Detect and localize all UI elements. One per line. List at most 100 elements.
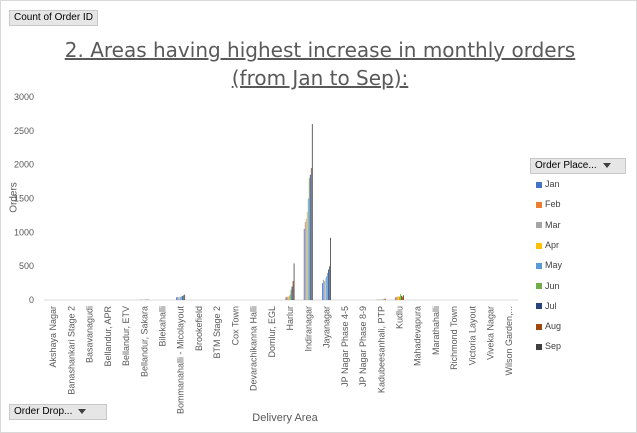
- legend-swatch: [536, 303, 542, 310]
- category-label: Devarachikanna Halli: [249, 306, 259, 391]
- order-drop-button[interactable]: Order Drop...: [9, 404, 107, 420]
- legend-label: Feb: [545, 199, 561, 210]
- legend-label: Apr: [545, 239, 560, 250]
- y-tick-label: 2000: [14, 160, 34, 170]
- bar-aug: [183, 295, 185, 300]
- category-label: Bilekahalli: [158, 306, 168, 347]
- legend-filter-button[interactable]: Order Place...: [530, 158, 626, 174]
- y-tick-label: 1000: [14, 227, 34, 237]
- y-tick-label: 2500: [14, 126, 34, 136]
- category-label: Viveka Nagar: [486, 306, 496, 360]
- bar-may: [289, 294, 291, 300]
- bar-sep: [184, 294, 186, 300]
- bar-jun: [381, 299, 383, 300]
- bar-jan: [303, 228, 305, 300]
- category-label: Brookefield: [194, 306, 204, 351]
- bar-apr: [288, 295, 290, 300]
- y-tick-label: 500: [19, 261, 34, 271]
- bar-mar: [287, 296, 289, 300]
- bar-jul: [182, 295, 184, 300]
- legend-item: Sep: [536, 340, 561, 352]
- category-label: BTM Stage 2: [212, 306, 222, 359]
- legend-swatch: [536, 222, 542, 229]
- y-tick-label: 0: [29, 295, 34, 305]
- bar-sep: [293, 263, 295, 300]
- bar-feb: [395, 296, 397, 300]
- bar-jul: [328, 269, 329, 300]
- bar-feb: [304, 222, 306, 300]
- count-of-order-id-label: Count of Order ID: [14, 12, 93, 23]
- legend-label: Aug: [545, 321, 562, 332]
- bar-jul: [309, 174, 311, 300]
- bar-apr: [306, 212, 308, 300]
- category-label: Domlur, EGL: [267, 306, 277, 358]
- legend-label: Jan: [545, 179, 560, 189]
- bar-aug: [402, 296, 403, 300]
- category-label: JP Nagar Phase 4-5: [340, 306, 350, 387]
- legend-filter-label: Order Place...: [535, 160, 597, 171]
- category-label: Bellandur, ETV: [121, 306, 131, 366]
- chevron-down-icon: [602, 162, 611, 168]
- category-label: Kadubeesanhali, PTP: [376, 306, 386, 393]
- category-label: Banashankari Stage 2: [66, 306, 76, 395]
- legend-item: Jan: [536, 178, 560, 190]
- bar-aug: [292, 281, 294, 300]
- bar-may: [326, 276, 327, 300]
- y-tick-label: 1500: [14, 194, 34, 204]
- legend-label: May: [545, 260, 563, 271]
- category-label: Richmond Town: [449, 306, 459, 370]
- bar-apr: [397, 296, 399, 300]
- legend-label: Sep: [545, 341, 562, 352]
- bar-may: [307, 198, 309, 300]
- category-label: Bellandur, APR: [103, 306, 113, 367]
- bar-feb: [323, 279, 324, 300]
- legend: Order Place... Jan Feb Mar Apr May Jun Jul Aug S…: [530, 158, 626, 351]
- bar-sep: [384, 298, 386, 300]
- order-drop-label: Order Drop...: [14, 406, 73, 417]
- category-label: Indiranagar: [303, 306, 313, 352]
- category-label: Marathahalli: [431, 306, 441, 355]
- legend-swatch: [536, 201, 542, 208]
- bar-jan: [176, 297, 177, 300]
- legend-label: Jul: [545, 300, 557, 311]
- category-label: Cox Town: [230, 306, 240, 345]
- chart-title: 2. Areas having highest increase in mont…: [64, 38, 576, 90]
- category-label: Victoria Layout: [467, 306, 477, 366]
- legend-item: Apr: [536, 239, 559, 251]
- legend-item: Mar: [536, 219, 561, 231]
- legend-label: Jun: [545, 280, 560, 291]
- category-label: Harlur: [285, 306, 295, 331]
- legend-swatch: [536, 242, 542, 249]
- legend-swatch: [536, 344, 542, 351]
- category-label: Akshaya Nagar: [48, 306, 58, 368]
- bar-jun: [327, 272, 328, 300]
- bar-jun: [290, 289, 292, 300]
- count-of-order-id-button[interactable]: Count of Order ID: [9, 10, 98, 26]
- bar-sep: [403, 295, 404, 300]
- bar-jun: [400, 293, 401, 300]
- bar-mar: [324, 281, 325, 300]
- legend-swatch: [536, 323, 542, 330]
- category-label: Kudlu: [395, 306, 405, 329]
- x-axis-label: Delivery Area: [252, 412, 318, 424]
- category-label: Jayanagar: [322, 306, 332, 348]
- bar-aug: [383, 299, 385, 300]
- bar-jul: [401, 295, 402, 300]
- bar-feb: [286, 296, 288, 300]
- legend-item: Jul: [536, 300, 557, 312]
- legend-swatch: [536, 181, 542, 188]
- bar-jan: [394, 297, 396, 300]
- bar-feb: [177, 296, 178, 300]
- bar-mar: [305, 218, 307, 300]
- bar-jun: [181, 296, 183, 300]
- legend-item: Feb: [536, 198, 561, 210]
- bar-may: [180, 296, 182, 300]
- chevron-down-icon: [78, 408, 87, 414]
- legend-item: Jun: [536, 280, 560, 292]
- bar-aug: [329, 266, 330, 300]
- legend-item: Aug: [536, 320, 561, 332]
- bar-jul: [291, 286, 293, 300]
- category-label: JP Nagar Phase 8-9: [358, 306, 368, 387]
